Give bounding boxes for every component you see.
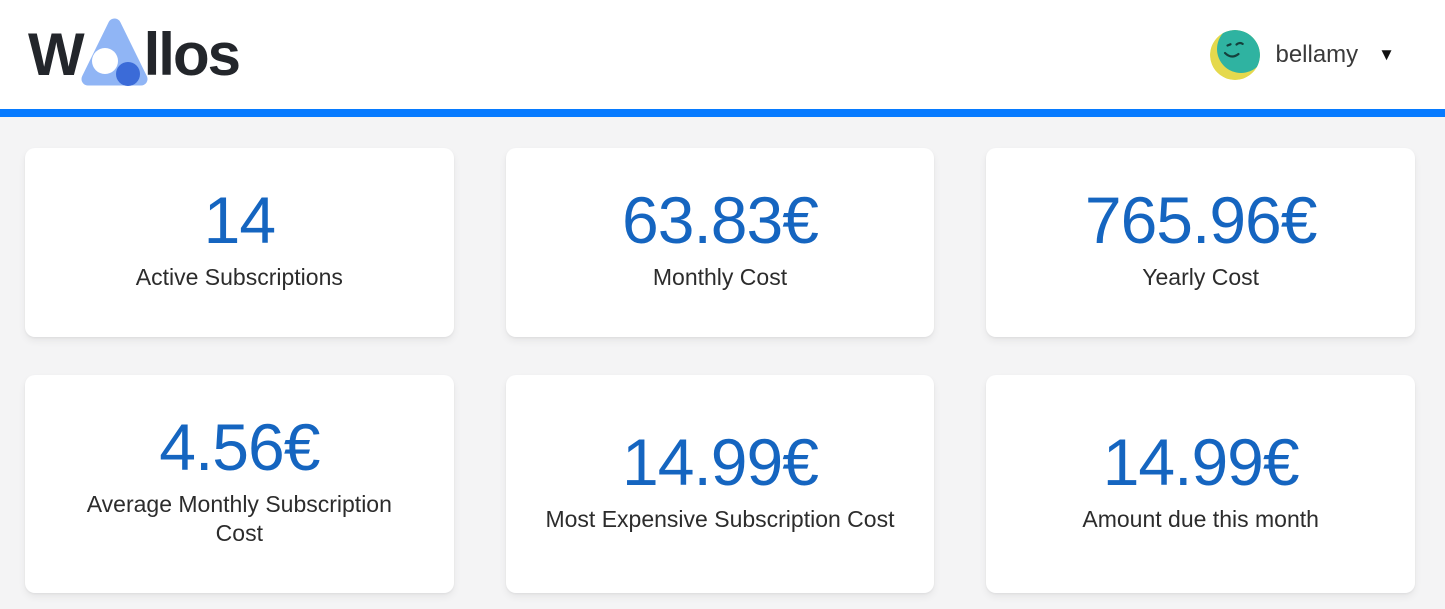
stat-value: 765.96€ <box>1084 183 1318 257</box>
stat-card-average-monthly-cost: 4.56€ Average Monthly Subscription Cost <box>25 375 454 594</box>
user-menu[interactable]: bellamy ▼ <box>1210 29 1395 80</box>
stat-card-amount-due: 14.99€ Amount due this month <box>986 375 1415 594</box>
stat-card-yearly-cost: 765.96€ Yearly Cost <box>986 148 1415 338</box>
logo-text-suffix: llos <box>143 20 241 88</box>
wallos-triangle-logo-icon <box>81 18 148 87</box>
stat-card-most-expensive: 14.99€ Most Expensive Subscription Cost <box>505 375 935 594</box>
accent-bar <box>0 109 1445 117</box>
stat-label: Yearly Cost <box>1142 264 1260 291</box>
wallos-logo[interactable]: W llos <box>28 18 241 88</box>
stat-value: 14.99€ <box>622 424 819 499</box>
user-name: bellamy <box>1275 40 1359 68</box>
stat-value: 14.99€ <box>1102 424 1300 499</box>
stat-label: Active Subscriptions <box>135 264 343 291</box>
stat-value: 14 <box>203 183 276 257</box>
stat-label: Amount due this month <box>1082 505 1319 532</box>
stat-label: Monthly Cost <box>652 264 788 291</box>
stat-card-active-subscriptions: 14 Active Subscriptions <box>25 148 454 338</box>
logo-text-prefix: W <box>28 20 85 88</box>
stat-card-monthly-cost: 63.83€ Monthly Cost <box>505 148 935 338</box>
smiley-face-avatar <box>1210 29 1261 80</box>
stat-value: 4.56€ <box>159 410 320 485</box>
stat-value: 63.83€ <box>622 183 819 257</box>
stat-label: Most Expensive Subscription Cost <box>545 505 895 532</box>
app-header: W llos <box>0 0 1445 109</box>
stats-grid: 14 Active Subscriptions 63.83€ Monthly C… <box>0 117 1445 609</box>
stat-label: Average Monthly Subscription Cost <box>86 491 392 547</box>
chevron-down-icon: ▼ <box>1378 45 1395 64</box>
